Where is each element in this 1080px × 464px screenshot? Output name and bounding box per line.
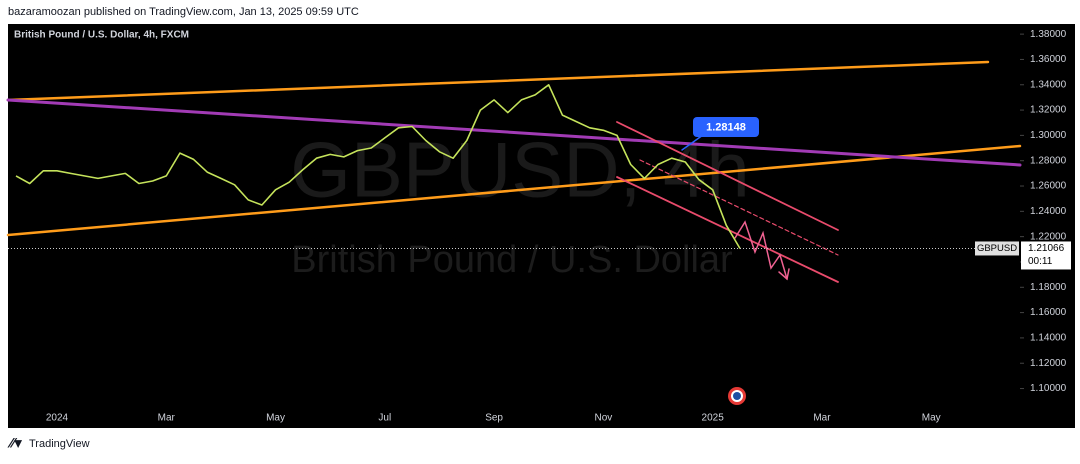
projection (734, 220, 788, 280)
y-tick-label: 1.28000 (1030, 155, 1067, 166)
y-tick-label: 1.18000 (1030, 282, 1067, 293)
x-tick-label: May (922, 413, 941, 424)
channel-line (616, 176, 839, 283)
chart-title: British Pound / U.S. Dollar, 4h, FXCM (14, 30, 189, 41)
symbol-tag-label: GBPUSD (977, 243, 1017, 254)
y-tick-label: 1.36000 (1030, 54, 1067, 65)
x-tick-label: Nov (594, 413, 612, 424)
countdown: 00:11 (1028, 256, 1053, 267)
watermark: GBPUSD, 4h (290, 126, 750, 214)
trendline (6, 98, 1022, 167)
y-tick-label: 1.10000 (1030, 383, 1067, 394)
x-tick-label: 2024 (46, 413, 69, 424)
y-tick-label: 1.12000 (1030, 358, 1067, 369)
y-tick-label: 1.30000 (1030, 130, 1067, 141)
y-tick-label: 1.22000 (1030, 231, 1067, 242)
drawings (6, 60, 1022, 283)
logo-mark: ⁄⁄▾ (7, 435, 23, 451)
y-tick-label: 1.16000 (1030, 307, 1067, 318)
x-tick-label: May (266, 413, 285, 424)
callout-pointer (681, 134, 704, 151)
price-line (15, 84, 741, 249)
y-tick-label: 1.26000 (1030, 181, 1067, 192)
callout-label: 1.28148 (706, 121, 746, 133)
trendline (6, 60, 990, 102)
x-tick-label: Jul (378, 413, 391, 424)
plot: 1.100001.120001.140001.160001.180001.200… (8, 29, 1071, 424)
symbol-tag (975, 241, 1019, 256)
watermark-subtitle: British Pound / U.S. Dollar (291, 239, 733, 281)
callout-box (693, 117, 759, 137)
event-icon (728, 387, 746, 405)
projection-arrow (778, 268, 790, 281)
y-tick-label: 1.32000 (1030, 105, 1067, 116)
x-tick-label: 2025 (702, 413, 725, 424)
x-tick-label: Mar (813, 413, 831, 424)
trendline (6, 144, 1022, 237)
y-tick-label: 1.24000 (1030, 206, 1067, 217)
channel-line (616, 121, 839, 231)
price-tag (1021, 241, 1071, 270)
publisher: bazaramoozan published on TradingView.co… (8, 6, 359, 18)
y-tick-label: 1.14000 (1030, 333, 1067, 344)
x-tick-label: Mar (158, 413, 176, 424)
channel-midline (639, 159, 839, 256)
brand: TradingView (29, 438, 90, 450)
y-tick-label: 1.38000 (1030, 29, 1067, 40)
chart-panel (8, 24, 1075, 428)
price-tag-label: 1.21066 (1028, 243, 1065, 254)
y-tick-label: 1.34000 (1030, 79, 1067, 90)
x-tick-label: Sep (485, 413, 503, 424)
